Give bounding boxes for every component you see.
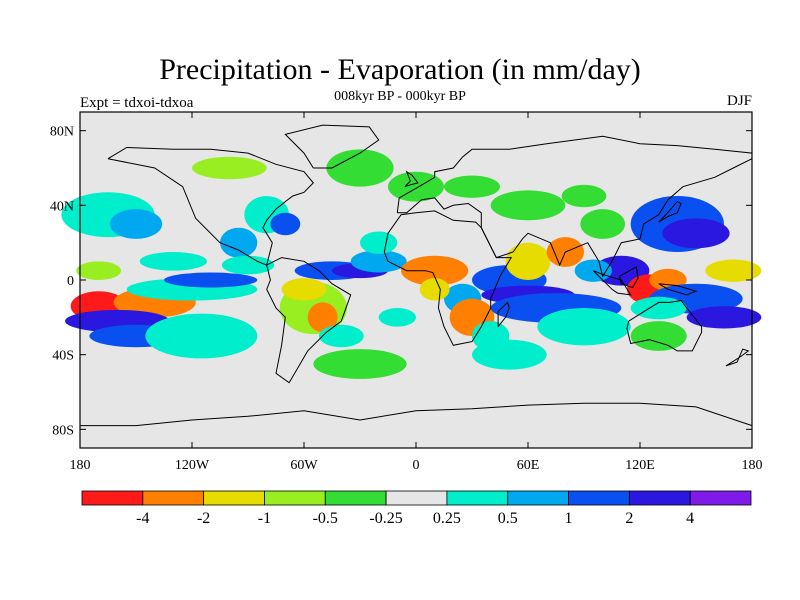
colorbar-segment xyxy=(446,490,509,506)
colorbar-segment xyxy=(264,490,326,506)
axis-ticks: 80N 40N 0 40S 80S 180 120W 60W 0 60E 120E 180 xyxy=(50,112,763,473)
x-tick-label: 0 xyxy=(413,458,420,473)
anomaly-patch xyxy=(580,209,626,239)
colorbar-label: -0.5 xyxy=(313,510,338,527)
y-tick-label: 40S xyxy=(52,349,74,364)
y-tick-label: 0 xyxy=(67,274,74,289)
colorbar-segment xyxy=(689,490,752,506)
anomaly-patch xyxy=(705,259,762,282)
colorbar-label: -2 xyxy=(197,510,210,527)
anomaly-patch xyxy=(76,261,122,280)
anomaly-patch xyxy=(139,252,207,271)
x-tick-label: 180 xyxy=(742,458,763,473)
anomaly-patch xyxy=(318,324,364,348)
coastline xyxy=(107,146,314,266)
colorbar-label: 1 xyxy=(565,510,573,527)
coastline xyxy=(284,124,380,169)
anomaly-patch xyxy=(630,321,687,351)
x-tick-label: 120E xyxy=(625,458,655,473)
colorbar-segment xyxy=(324,490,387,506)
colorbar-segment xyxy=(385,490,448,506)
anomaly-patch xyxy=(686,306,762,329)
chart-title: Precipitation - Evaporation (in mm/day) xyxy=(159,53,641,86)
coastline xyxy=(383,210,513,346)
coastline xyxy=(404,170,419,188)
anomaly-patch xyxy=(313,349,407,379)
colorbar-segment xyxy=(203,490,265,506)
colorbar-segment xyxy=(568,490,630,506)
x-tick-label: 60E xyxy=(517,458,540,473)
anomaly-patch xyxy=(401,255,469,286)
anomaly-patch xyxy=(326,149,394,187)
colorbar-label: 2 xyxy=(625,510,633,527)
season-label: DJF xyxy=(726,93,752,109)
anomaly-patch xyxy=(164,272,258,288)
anomaly-patch xyxy=(472,339,547,370)
coastline xyxy=(592,270,632,296)
coastline xyxy=(396,135,753,278)
anomaly-patch xyxy=(221,255,275,275)
anomaly-patch xyxy=(419,278,450,301)
anomaly-patch xyxy=(561,184,607,208)
anomaly-patch xyxy=(109,209,163,239)
y-tick-label: 80S xyxy=(52,423,74,438)
colorbar-label: 4 xyxy=(686,510,694,527)
colorbar-label: 0.5 xyxy=(498,510,518,527)
anomaly-patch xyxy=(220,227,258,258)
anomaly-patch xyxy=(145,313,258,359)
anomaly-patch xyxy=(192,156,267,180)
coastline xyxy=(497,301,510,328)
colorbar-segment xyxy=(81,490,144,506)
anomaly-patch xyxy=(388,171,444,202)
coastline xyxy=(266,257,352,384)
anomaly-patch xyxy=(360,231,398,254)
x-tick-label: 120W xyxy=(175,458,210,473)
anomaly-patch xyxy=(662,218,730,249)
colorbar-segment xyxy=(142,490,205,506)
anomaly-patch xyxy=(378,308,417,327)
anomaly-patch xyxy=(490,190,566,221)
anomaly-patch xyxy=(270,212,301,236)
anomaly-patch xyxy=(281,278,327,301)
anomaly-patch xyxy=(350,250,407,273)
colorbar-label: -1 xyxy=(258,510,271,527)
colorbar-label: -0.25 xyxy=(369,510,402,527)
map-plot-area: 80N 40N 0 40S 80S 180 120W 60W 0 60E 120E 180 xyxy=(50,111,763,473)
experiment-label: Expt = tdxoi-tdxoa xyxy=(80,95,194,111)
coastline xyxy=(658,200,682,223)
coastline xyxy=(626,299,703,352)
colorbar-segment xyxy=(628,490,691,506)
anomaly-patch xyxy=(630,296,687,320)
chart-subtitle: 008kyr BP - 000kyr BP xyxy=(334,89,466,104)
anomaly-patch xyxy=(444,175,500,198)
anomaly-patch xyxy=(537,308,631,346)
y-tick-label: 40N xyxy=(50,199,74,214)
coastline xyxy=(725,348,750,367)
y-tick-label: 80N xyxy=(50,125,74,140)
coastline xyxy=(658,283,698,296)
coastline xyxy=(80,402,753,427)
coastline xyxy=(619,266,639,289)
x-tick-label: 180 xyxy=(70,458,91,473)
x-tick-label: 60W xyxy=(290,458,318,473)
anomaly-field xyxy=(61,149,762,379)
anomaly-patch xyxy=(307,302,338,333)
colorbar-segment xyxy=(507,490,569,506)
coastlines xyxy=(80,124,753,427)
anomaly-patch xyxy=(505,242,551,280)
colorbar-label: 0.25 xyxy=(433,510,461,527)
colorbar-label: -4 xyxy=(136,510,149,527)
colorbar: -4 -2 -1 -0.5 -0.25 0.25 0.5 1 2 4 xyxy=(81,490,752,527)
